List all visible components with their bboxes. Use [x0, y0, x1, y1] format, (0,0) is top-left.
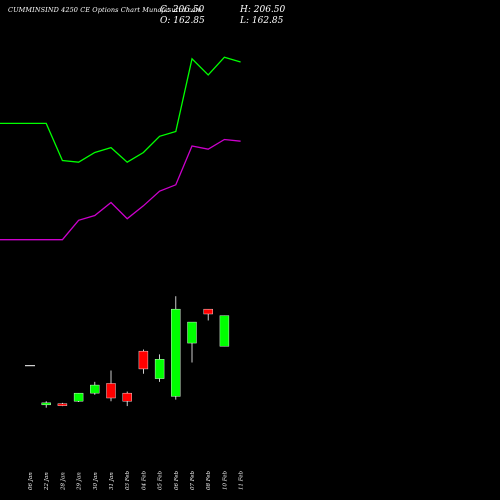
candle-body-bullish: [154, 359, 165, 379]
x-tick-label: 06 Jan: [28, 472, 34, 490]
x-tick-label: 07 Feb: [190, 470, 196, 490]
x-tick-label: 28 Jan: [60, 472, 66, 491]
candle-body-bearish: [138, 350, 149, 370]
candle-body-bullish: [219, 315, 230, 347]
x-tick-label: 08 Feb: [206, 470, 212, 490]
low-value: L: 162.85: [240, 16, 284, 26]
x-tick-label: 05 Feb: [158, 470, 164, 490]
high-value: H: 206.50: [240, 5, 286, 15]
candle-body-bearish: [106, 383, 116, 399]
x-tick-label: 11 Feb: [239, 470, 245, 490]
candle-body-bearish: [57, 403, 68, 406]
upper-band-line: [0, 56, 241, 164]
chart-title: CUMMINSIND 4250 CE Options Chart Munafas…: [8, 6, 202, 14]
close-value: C: 206.50: [160, 5, 205, 15]
x-tick-label: 29 Jan: [77, 472, 83, 491]
bands-layer: [0, 56, 241, 241]
candle-body-bullish: [41, 402, 51, 406]
candle-body-bullish: [90, 384, 100, 394]
open-value: O: 162.85: [160, 16, 205, 26]
candle-body-bearish: [203, 308, 213, 315]
x-axis-labels: 06 Jan 22 Jan 28 Jan 29 Jan 30 Jan 31 Jan 03 F…: [28, 470, 245, 491]
candle-body-bullish: [171, 308, 181, 397]
x-tick-label: 04 Feb: [141, 470, 147, 490]
x-tick-label: 03 Feb: [125, 470, 131, 490]
x-tick-label: 06 Feb: [174, 470, 180, 490]
x-tick-label: 22 Jan: [44, 472, 50, 491]
candle-body-bullish: [73, 392, 84, 402]
candles-layer: [25, 296, 230, 408]
candle-body-bullish: [187, 321, 197, 344]
candle-body-bearish: [122, 392, 132, 402]
x-tick-label: 30 Jan: [93, 472, 99, 490]
lower-band-line: [0, 138, 241, 241]
x-tick-label: 10 Feb: [222, 470, 228, 490]
x-tick-label: 31 Jan: [109, 472, 115, 490]
